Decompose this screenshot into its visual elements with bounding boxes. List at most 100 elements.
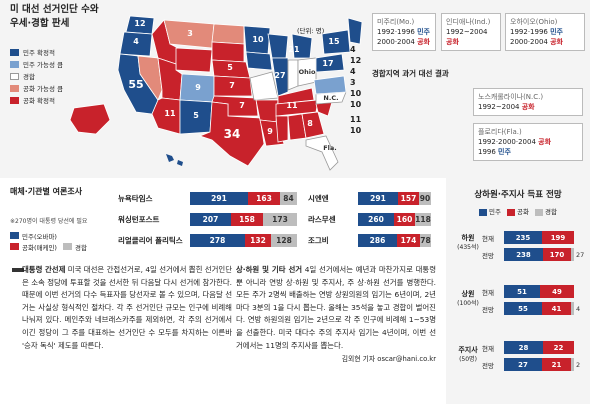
seat-bar-dem: 235 xyxy=(504,231,542,244)
row-label: 전망 xyxy=(482,305,494,314)
callout-ohio: 오하이오(Ohio) 1992·1996 민주 2000·2004 공화 xyxy=(505,13,585,51)
legend-item: 경합 xyxy=(10,70,63,82)
state-nevada xyxy=(137,55,163,101)
ev-label: 7 xyxy=(239,101,245,110)
seat-bar-rep: 22 xyxy=(543,341,574,354)
article-heading: 상·하원 및 기타 선거 xyxy=(236,265,303,274)
seat-bar-rep: 49 xyxy=(540,285,574,298)
state-oregon xyxy=(119,31,153,57)
legend-swatch xyxy=(507,208,516,216)
callout-years: 1992~2004 xyxy=(478,103,522,111)
row-label: 현재 xyxy=(482,344,494,353)
legend-label: 경합 xyxy=(74,243,87,252)
polls-left-column: 뉴욕타임스 291 163 84 워싱턴포스트 207 158 173 리얼클리… xyxy=(118,190,297,249)
article-left: 대통령 간선제 미국 대선은 간접선거로, 4일 선거에서 뽑힌 선거인단은 소… xyxy=(22,264,232,352)
seat-row: 전망 27 21 2 xyxy=(482,357,581,372)
callout-indiana: 인디애나(Ind.) 1992~2004 공화 xyxy=(441,13,501,51)
legend-swatch xyxy=(62,243,72,250)
east-label: 4 xyxy=(350,45,356,54)
state-indiana xyxy=(287,59,299,91)
row-label: 현재 xyxy=(482,234,494,243)
chamber-label-house: 하원 (435석) xyxy=(454,234,482,252)
poll-bar-und: 173 xyxy=(263,213,297,226)
poll-row: 워싱턴포스트 207 158 173 xyxy=(118,211,297,228)
callout-state: 인디애나(Ind.) xyxy=(446,18,491,26)
callout-years: 1992~2004 xyxy=(446,28,488,36)
ev-label: 17 xyxy=(322,59,333,68)
ev-label: 10 xyxy=(252,35,264,44)
ev-label: 9 xyxy=(267,127,273,136)
callout-state: 미주리(Mo.) xyxy=(377,18,415,26)
seat-row: 전망 55 41 4 xyxy=(482,301,581,316)
ev-label: 27 xyxy=(274,71,285,80)
polls-title: 매체·기관별 여론조사 xyxy=(10,187,83,196)
legend-swatch xyxy=(10,72,19,80)
seat-row: 현재 51 49 xyxy=(482,284,574,299)
seat-und-value: 2 xyxy=(576,360,581,369)
legend-swatch xyxy=(479,208,488,216)
callout-party: 공화 xyxy=(521,103,535,111)
ev-label: 11 xyxy=(286,101,298,110)
chamber-name: 주지사 xyxy=(458,346,478,354)
legend-label: 공화 xyxy=(517,208,529,216)
state-pennsylvania xyxy=(315,53,345,73)
east-label: 10 xyxy=(350,100,362,109)
ev-label: 5 xyxy=(193,111,199,120)
state-florida xyxy=(305,135,339,171)
legend-swatch xyxy=(10,243,19,250)
legend-label: 민주 xyxy=(489,208,502,216)
ev-label: 12 xyxy=(134,19,145,28)
state-mississippi xyxy=(275,115,289,143)
ev-label: 11 xyxy=(164,109,176,118)
seats-panel: 상하원·주지사 득표 전망 민주 공화 경합 하원 (435석) 현재 235 199… xyxy=(446,178,590,404)
poll-row: 라스무센 260 160 118 xyxy=(308,211,431,228)
state-michigan xyxy=(291,33,313,59)
poll-bar-dem: 207 xyxy=(190,213,231,226)
legend-label: 공화 확정적 xyxy=(23,97,55,105)
callout-party: 공화 xyxy=(538,138,552,146)
poll-bar-und: 78 xyxy=(420,234,431,247)
callout-north-carolina: 노스캐롤라이나(N.C.) 1992~2004 공화 xyxy=(473,88,583,116)
legend-item: 공화 확정적 xyxy=(10,94,63,106)
seat-bar-rep: 170 xyxy=(543,248,571,261)
poll-bar-dem: 286 xyxy=(358,234,397,247)
seat-bar-rep: 41 xyxy=(542,302,571,315)
poll-bar-und: 84 xyxy=(280,192,297,205)
east-label: 10 xyxy=(350,126,362,135)
ev-label: 15 xyxy=(328,37,340,46)
callout-state: 플로리다(Fla.) xyxy=(478,128,522,136)
poll-name: 워싱턴포스트 xyxy=(118,214,160,224)
callout-missouri: 미주리(Mo.) 1992·1996 민주 2000·2004 공화 xyxy=(372,13,436,51)
poll-row: 시엔엔 291 157 90 xyxy=(308,190,431,207)
callout-state: 노스캐롤라이나(N.C.) xyxy=(478,93,544,101)
ev-label: 34 xyxy=(224,127,241,141)
seat-und-value: 4 xyxy=(576,304,581,313)
ev-label: 55 xyxy=(128,78,143,91)
poll-name: 시엔엔 xyxy=(308,193,329,203)
legend-label: 경합 xyxy=(23,73,35,81)
seat-und-value: 27 xyxy=(576,250,585,259)
state-label-nc: N.C. xyxy=(323,94,338,102)
seats-title: 상하원·주지사 득표 전망 xyxy=(474,190,562,200)
callout-years: 2000·2004 xyxy=(510,38,551,46)
byline: 김외현 기자 oscar@hani.co.kr xyxy=(341,355,436,364)
poll-row: 뉴욕타임스 291 163 84 xyxy=(118,190,297,207)
state-wisconsin xyxy=(267,33,289,59)
seat-row: 현재 28 22 xyxy=(482,340,574,355)
callout-florida: 플로리다(Fla.) 1992·2000·2004 공화 1996 민주 xyxy=(473,123,583,161)
legend-item: 민주 확정적 xyxy=(10,46,63,58)
state-kansas xyxy=(213,75,253,97)
poll-name: 라스무센 xyxy=(308,214,336,224)
ev-label: 5 xyxy=(227,63,233,72)
chamber-sub: (100석) xyxy=(457,300,479,307)
legend-swatch xyxy=(10,48,19,56)
map-title-line2: 우세·경합 판세 xyxy=(10,18,70,29)
polls-legend-item: 공화(매케인) 경합 xyxy=(10,241,110,252)
ev-label: 3 xyxy=(187,29,193,38)
east-label: 11 xyxy=(350,115,362,124)
state-new-england xyxy=(347,17,363,45)
state-alaska xyxy=(69,103,111,135)
poll-name: 조그비 xyxy=(308,235,329,245)
map-legend: 민주 확정적 민주 가능성 큼 경합 공화 가능성 큼 공화 확정적 xyxy=(10,46,63,106)
state-iowa xyxy=(245,51,273,71)
